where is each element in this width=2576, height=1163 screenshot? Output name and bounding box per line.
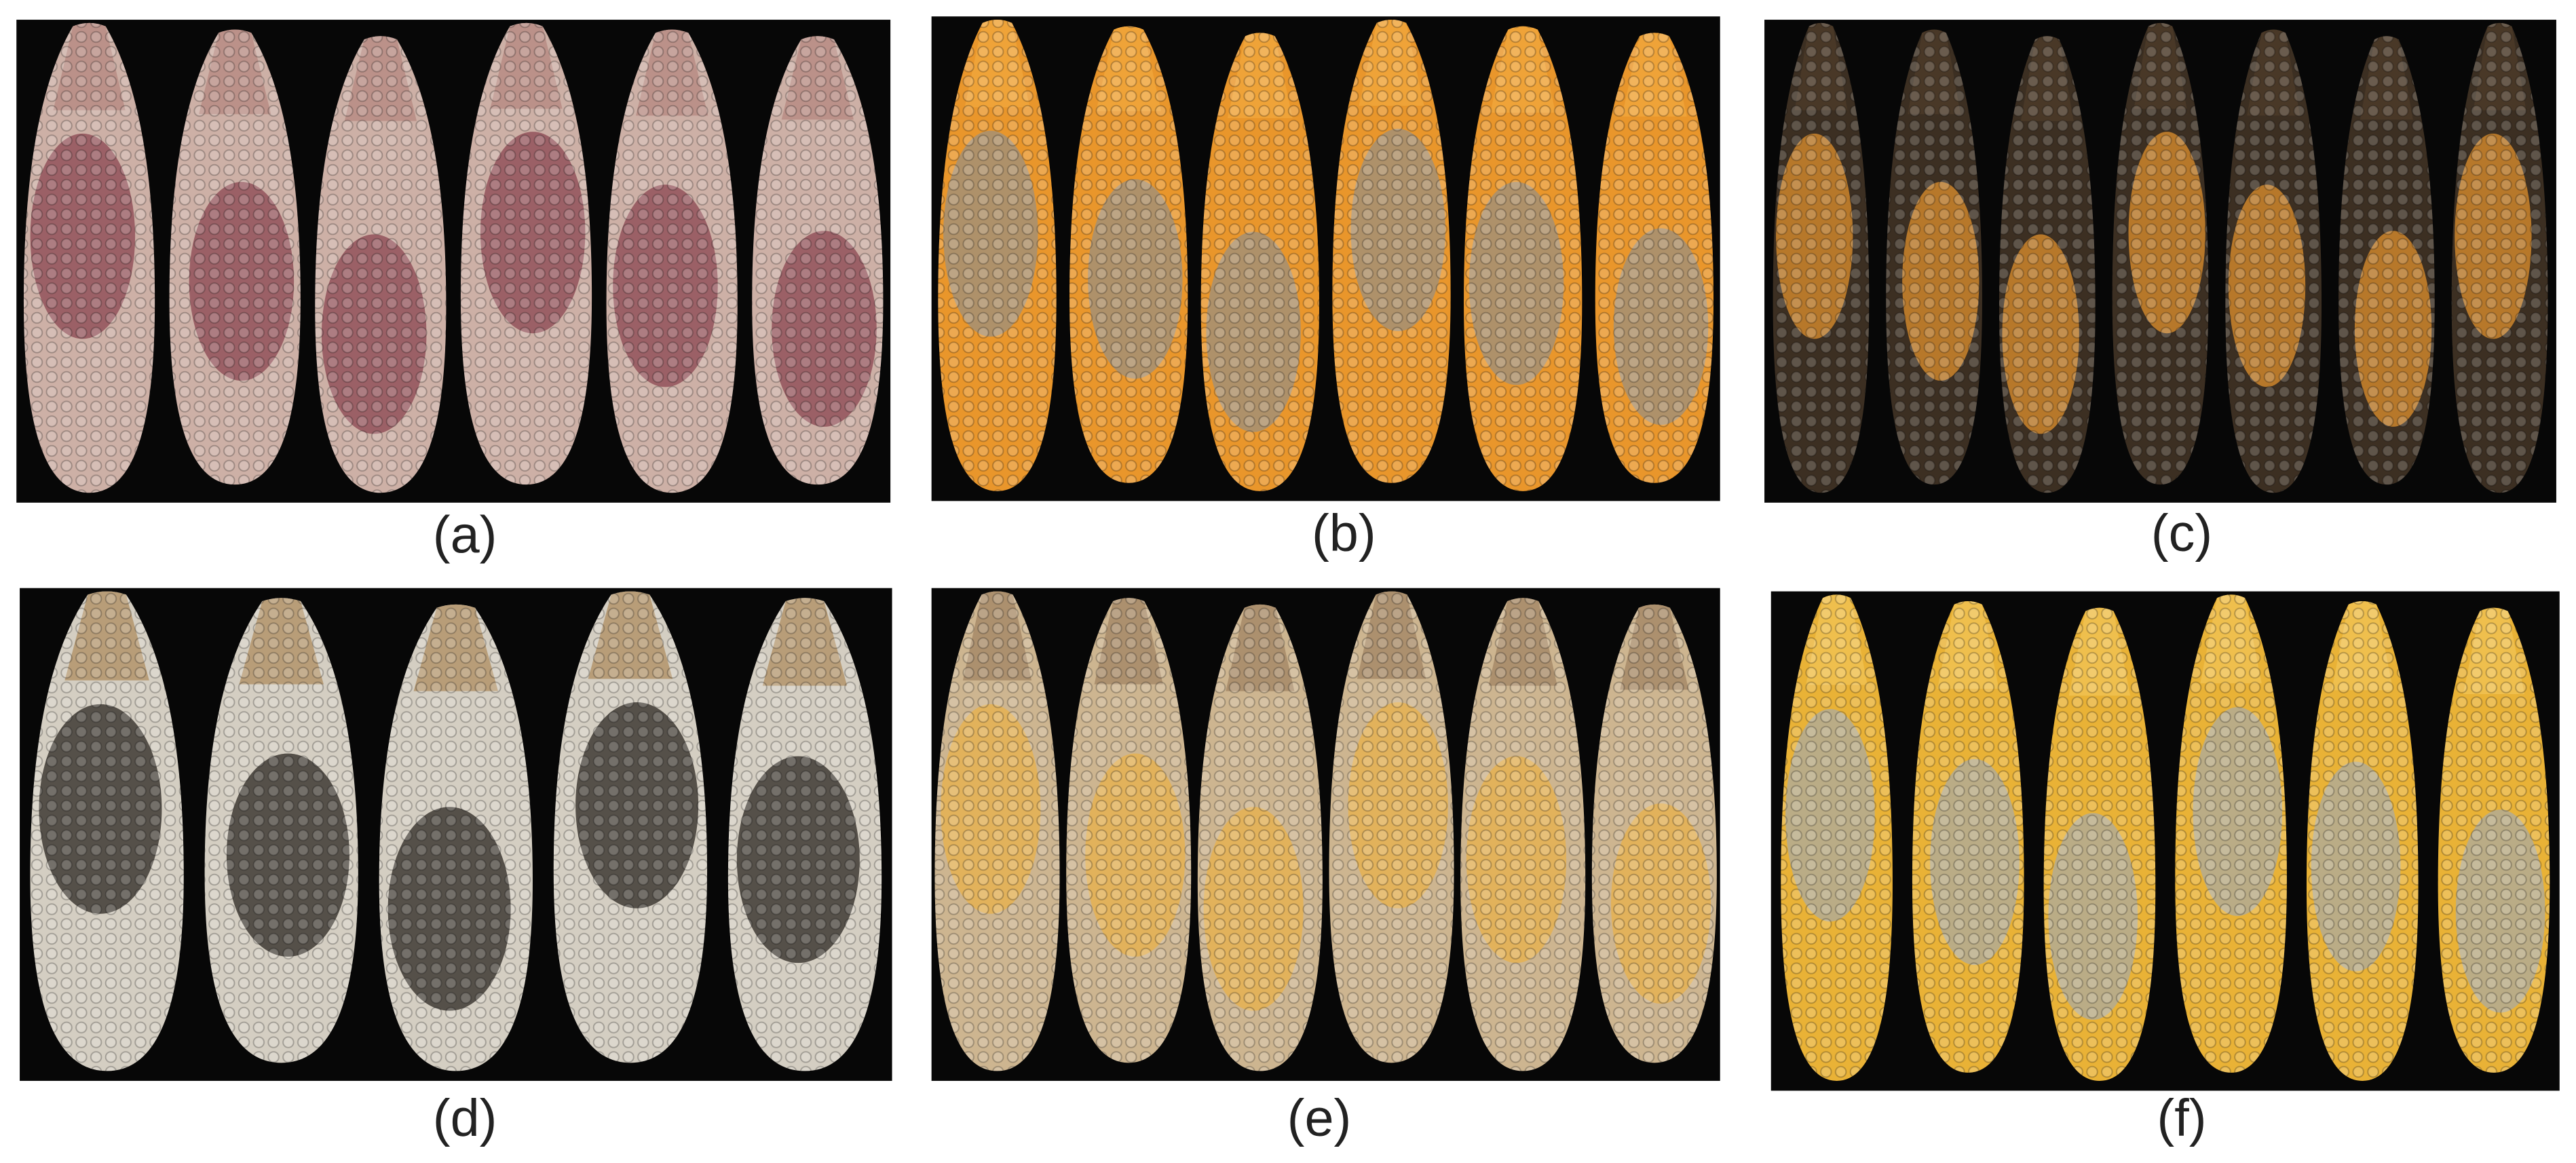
panel: (d) bbox=[20, 588, 892, 1147]
photo-background bbox=[931, 16, 1720, 501]
ear-kernels bbox=[23, 22, 155, 493]
panel-label: (c) bbox=[2151, 504, 2212, 563]
panel: (f) bbox=[1770, 591, 2560, 1147]
ear-kernels bbox=[1200, 33, 1319, 491]
ear-kernels bbox=[1197, 604, 1323, 1071]
ear-kernels bbox=[315, 36, 447, 493]
panel: (c) bbox=[1764, 20, 2556, 563]
ear-kernels bbox=[1332, 20, 1451, 483]
panel-label: (f) bbox=[2157, 1089, 2206, 1147]
ear-kernels bbox=[169, 29, 301, 485]
ear-kernels bbox=[2043, 607, 2156, 1081]
ear-kernels bbox=[938, 20, 1057, 491]
ear-kernels bbox=[1069, 26, 1188, 483]
ear-kernels bbox=[2306, 601, 2419, 1081]
ear-kernels bbox=[1886, 29, 1982, 485]
photo-background bbox=[16, 20, 891, 503]
ear-kernels bbox=[1999, 36, 2096, 493]
photo-background bbox=[1770, 591, 2560, 1091]
panel: (e) bbox=[931, 588, 1720, 1147]
ear-kernels bbox=[204, 598, 358, 1063]
ear-kernels bbox=[2175, 594, 2287, 1073]
panel: (a) bbox=[16, 20, 891, 565]
ear-kernels bbox=[752, 36, 884, 485]
ear-kernels bbox=[1773, 22, 1870, 493]
ear-kernels bbox=[1591, 604, 1717, 1063]
panel-label: (a) bbox=[433, 506, 497, 565]
ear-kernels bbox=[1912, 601, 2024, 1073]
ear-kernels bbox=[1595, 33, 1714, 483]
ear-kernels bbox=[1460, 598, 1586, 1071]
panel-label: (d) bbox=[433, 1089, 497, 1147]
panel-label: (e) bbox=[1287, 1089, 1352, 1147]
ear-kernels bbox=[2451, 22, 2548, 493]
ear-kernels bbox=[606, 29, 738, 493]
ear-kernels bbox=[553, 591, 708, 1063]
ear-kernels bbox=[934, 591, 1060, 1071]
ear-kernels bbox=[1066, 598, 1192, 1063]
ear-kernels bbox=[460, 22, 592, 485]
panel-label: (b) bbox=[1312, 504, 1376, 563]
ear-kernels bbox=[30, 591, 184, 1071]
panel: (b) bbox=[931, 16, 1720, 563]
ear-kernels bbox=[2225, 29, 2322, 493]
ear-kernels bbox=[1464, 26, 1583, 491]
ear-kernels bbox=[1781, 594, 1893, 1081]
ear-kernels bbox=[2112, 22, 2209, 485]
ear-kernels bbox=[727, 598, 882, 1071]
ear-kernels bbox=[379, 604, 533, 1071]
ear-kernels bbox=[2438, 607, 2550, 1073]
ear-kernels bbox=[2338, 36, 2435, 485]
ear-kernels bbox=[1329, 591, 1454, 1063]
photo-background bbox=[931, 588, 1720, 1081]
